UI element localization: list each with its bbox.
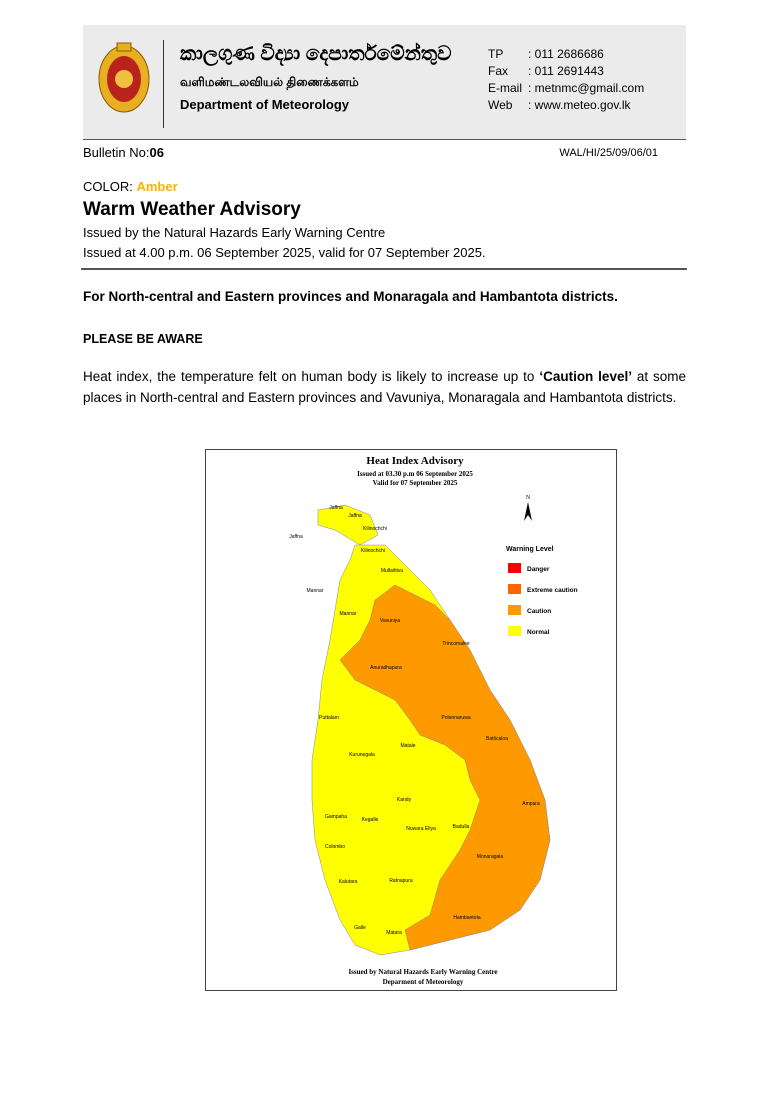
heat-map: Heat Index Advisory Issued at 03.30 p.m … xyxy=(205,449,617,991)
map-footer: Issued by Natural Hazards Early Warning … xyxy=(348,968,497,976)
legend-swatch xyxy=(508,605,521,615)
district-label: Galle xyxy=(354,925,366,931)
color-label: COLOR: xyxy=(83,179,133,194)
title-sinhala: කාලගුණ විද්‍යා දෙපාර්තමේන්තුව xyxy=(180,43,452,65)
district-label: Kegalle xyxy=(362,817,379,823)
map-issued: Issued at 03.30 p.m 06 September 2025 xyxy=(357,470,473,478)
district-label: Gampaha xyxy=(325,814,347,820)
district-label: Mannar xyxy=(340,611,357,617)
contact-label: E-mail xyxy=(488,81,523,95)
issued-at: Issued at 4.00 p.m. 06 September 2025, v… xyxy=(83,245,486,260)
map-valid: Valid for 07 September 2025 xyxy=(373,479,458,487)
legend-label: Normal xyxy=(527,629,550,636)
contact-label: Web xyxy=(488,98,513,112)
legend-swatch xyxy=(508,563,521,573)
map-title: Heat Index Advisory xyxy=(366,455,464,467)
district-label: Hambantota xyxy=(453,915,480,921)
north-arrow xyxy=(524,502,532,521)
emblem xyxy=(98,42,150,113)
legend-label: Extreme caution xyxy=(527,587,578,594)
district-label: Batticaloa xyxy=(486,736,508,742)
divider xyxy=(81,268,687,270)
contact-values: : 011 2686686 : 011 2691443 : metnmc@gma… xyxy=(528,46,644,114)
region: For North-central and Eastern provinces … xyxy=(83,289,618,304)
body-part: at some places in North-central and East… xyxy=(83,369,686,405)
contact-labels: TP Fax E-mail Web xyxy=(488,46,522,114)
contact-value: : metnmc@gmail.com xyxy=(528,81,645,95)
legend-label: Caution xyxy=(527,608,551,615)
district-label: Kurunegala xyxy=(349,752,375,758)
advisory-title: Warm Weather Advisory xyxy=(83,199,301,220)
legend-swatch xyxy=(508,626,521,636)
contact-label: Fax xyxy=(488,64,509,78)
district-label: Mullaittivu xyxy=(381,568,403,574)
legend: Danger Extreme caution Caution Normal xyxy=(508,563,578,636)
bulletin-reference: WAL/HI/25/09/06/01 xyxy=(559,147,658,159)
contact-value: : www.meteo.gov.lk xyxy=(528,98,631,112)
region-caution xyxy=(339,584,551,951)
district-label: Kilinochchi xyxy=(361,548,385,554)
district-label: Badulla xyxy=(453,824,470,830)
bulletin: Bulletin No:06 xyxy=(83,145,164,160)
district-label: Vavuniya xyxy=(380,618,400,624)
color-line: COLOR: Amber xyxy=(83,179,178,194)
color-value: Amber xyxy=(136,179,178,194)
bulletin-number: 06 xyxy=(149,145,164,160)
letterhead: කාලගුණ විද්‍යා දෙපාර්තමේන්තුව வளிமண்டலவி… xyxy=(83,25,686,140)
north-label: N xyxy=(526,495,531,501)
district-label: Jaffna xyxy=(329,505,343,511)
district-label: Ampara xyxy=(522,801,540,807)
aware-heading: PLEASE BE AWARE xyxy=(83,332,203,346)
district-label: Mannar xyxy=(307,588,324,594)
district-label: Colombo xyxy=(325,844,345,850)
bulletin-label: Bulletin No: xyxy=(83,145,150,160)
body-part: Heat index, the temperature felt on huma… xyxy=(83,369,540,384)
district-label: Ratnapura xyxy=(389,878,413,884)
district-label: Jaffna xyxy=(348,513,362,519)
legend-label: Danger xyxy=(527,566,550,573)
district-label: Polonnaruwa xyxy=(441,715,470,721)
contact-value: : 011 2686686 xyxy=(528,47,604,61)
district-label: Matara xyxy=(386,930,402,936)
issued-by: Issued by the Natural Hazards Early Warn… xyxy=(83,225,386,240)
title-tamil: வளிமண்டலவியல் திணைக்களம் xyxy=(180,75,359,89)
contact-value: : 011 2691443 xyxy=(528,64,604,78)
district-label: Matale xyxy=(400,743,415,749)
district-label: Jaffna xyxy=(289,534,303,540)
district-label: Kalutara xyxy=(339,879,358,885)
district-label: Anuradhapura xyxy=(370,665,402,671)
map-footer: Deparment of Meteorology xyxy=(383,978,464,986)
body-emphasis: ‘Caution level’ xyxy=(539,369,632,384)
region-normal xyxy=(317,504,379,546)
legend-title: Warning Level xyxy=(506,546,554,553)
district-label: Nuwara Eliya xyxy=(406,826,436,832)
contact-label: TP xyxy=(488,47,504,61)
district-label: Kilinochchi xyxy=(363,526,387,532)
body-text: Heat index, the temperature felt on huma… xyxy=(83,366,686,408)
district-label: Puttalam xyxy=(319,715,339,721)
district-label: Trincomalee xyxy=(442,641,470,647)
district-label: Monaragala xyxy=(477,854,504,860)
district-label: Kandy xyxy=(397,797,412,803)
legend-swatch xyxy=(508,584,521,594)
district-labels: Jaffna Jaffna Kilinochchi Jaffna Kilinochchi… xyxy=(289,505,540,936)
title-english: Department of Meteorology xyxy=(180,97,350,112)
